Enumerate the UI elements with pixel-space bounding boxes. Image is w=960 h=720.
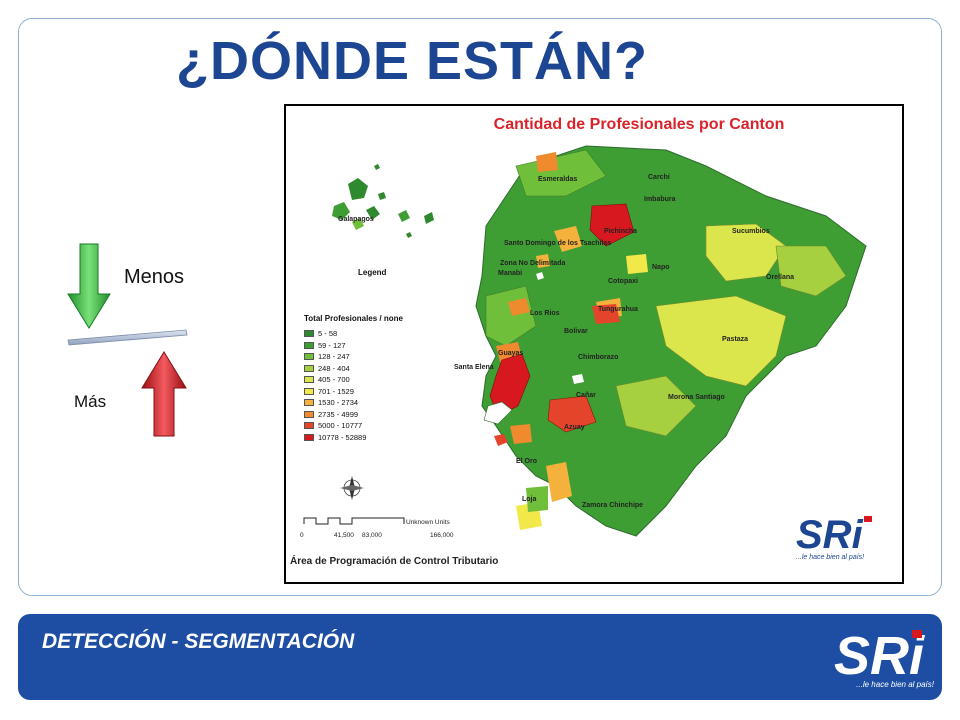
place-label: Chimborazo <box>578 354 619 361</box>
legend-label: Legend <box>358 268 387 277</box>
legend-swatch <box>304 364 314 372</box>
legend-swatch <box>304 341 314 349</box>
scale-bar <box>303 517 405 525</box>
legend-swatch <box>304 399 314 407</box>
legend-range-label: 2735 - 4999 <box>318 409 359 419</box>
place-label: Carchi <box>648 174 670 181</box>
place-label: Tungurahua <box>598 306 638 313</box>
legend-range-label: 10778 - 52889 <box>318 432 367 442</box>
place-label: Pichincha <box>604 228 638 235</box>
legend-range-label: 59 - 127 <box>318 340 346 350</box>
place-label: Loja <box>522 496 537 503</box>
sri-logo-map: SRi ...le hace bien al país! <box>794 510 884 570</box>
place-label: Morona Santiago <box>668 394 725 401</box>
scale-tick-label: 166,000 <box>430 532 454 539</box>
divider-bar <box>67 329 188 346</box>
place-label: Galapagos <box>338 216 374 223</box>
legend-range-label: 701 - 1529 <box>318 386 354 396</box>
legend-item: 701 - 1529 <box>304 386 366 398</box>
legend-swatch <box>304 422 314 430</box>
place-label: Azuay <box>564 424 585 431</box>
scale-tick-label: 83,000 <box>362 532 382 539</box>
place-label: Sucumbios <box>732 228 770 235</box>
map-title: Cantidad de Profesionales por Canton <box>493 116 785 133</box>
place-label: Esmeraldas <box>538 176 578 183</box>
place-label: Santa Elena <box>454 364 494 371</box>
place-label: Zamora Chinchipe <box>582 502 644 509</box>
map-logo-tagline: ...le hace bien al país! <box>796 554 865 561</box>
place-label: El Oro <box>516 458 538 465</box>
scale-tick-label: 0 <box>300 532 304 539</box>
north-arrow-icon <box>340 476 364 500</box>
legend-item: 405 - 700 <box>304 374 366 386</box>
place-label: Orellana <box>766 274 795 281</box>
legend-range-label: 5 - 58 <box>318 329 338 339</box>
galapagos-islands <box>332 164 434 238</box>
mainland <box>475 145 867 537</box>
legend-item: 59 - 127 <box>304 340 366 352</box>
up-arrow-red-icon <box>141 351 187 437</box>
scale-units: Unknown Units <box>406 519 450 526</box>
map-panel: Cantidad de Profesionales por Canton Leg… <box>284 104 904 584</box>
legend-range-label: 248 - 404 <box>318 363 350 373</box>
legend-range-label: 5000 - 10777 <box>318 421 363 431</box>
place-label: Bolivar <box>564 328 588 335</box>
sri-logo-icon: SRi <box>796 513 872 557</box>
label-menos: Menos <box>124 266 185 288</box>
place-label: Los Rios <box>530 310 560 317</box>
sri-logo-footer: SRi ...le hace bien al país! <box>830 622 934 694</box>
legend-item: 10778 - 52889 <box>304 432 366 444</box>
legend-item: 248 - 404 <box>304 363 366 375</box>
legend-item: 2735 - 4999 <box>304 409 366 421</box>
legend-item: 5000 - 10777 <box>304 420 366 432</box>
section-label: DETECCIÓN - SEGMENTACIÓN <box>42 630 355 653</box>
down-arrow-green-icon <box>67 243 111 329</box>
legend-range-label: 1530 - 2734 <box>318 398 359 408</box>
legend-swatch <box>304 330 314 338</box>
legend-range-label: 128 - 247 <box>318 352 350 362</box>
arrow-scale-graphic <box>67 243 188 437</box>
legend-list: 5 - 58 59 - 127 128 - 247 248 - 404 405 - 70… <box>304 328 366 443</box>
legend-item: 128 - 247 <box>304 351 366 363</box>
legend-item: 5 - 58 <box>304 328 366 340</box>
legend-item: 1530 - 2734 <box>304 397 366 409</box>
legend-heading: Total Profesionales / none <box>304 314 403 323</box>
place-label: Manabi <box>498 270 523 277</box>
footer-logo-tagline: ...le hace bien al país! <box>856 680 934 689</box>
map-logo-text: SRi <box>796 513 864 554</box>
place-label: Santo Domingo de los Tsachilas <box>504 240 612 247</box>
legend-swatch <box>304 387 314 395</box>
place-label: Napo <box>652 264 670 271</box>
legend-swatch <box>304 353 314 361</box>
footer-logo-text: SRi <box>834 626 925 680</box>
label-mas: Más <box>74 392 107 411</box>
legend-swatch <box>304 376 314 384</box>
place-label: Guayas <box>498 350 524 357</box>
footer-bar: DETECCIÓN - SEGMENTACIÓN SRi ...le hace … <box>18 614 942 700</box>
legend-swatch <box>304 410 314 418</box>
sri-logo-footer-icon: SRi <box>834 626 925 686</box>
map-footer-credit: Área de Programación de Control Tributar… <box>290 556 499 567</box>
legend-range-label: 405 - 700 <box>318 375 350 385</box>
ecuador-map <box>303 145 867 537</box>
legend-swatch <box>304 433 314 441</box>
place-label: Cañar <box>576 392 596 399</box>
place-label: Pastaza <box>722 336 749 343</box>
scale-tick-label: 41,500 <box>334 532 354 539</box>
place-label: Zona No Delimitada <box>500 260 566 267</box>
slide-title: ¿DÓNDE ESTÁN? <box>176 31 648 91</box>
place-label: Cotopaxi <box>608 278 638 285</box>
place-label: Imbabura <box>644 196 676 203</box>
